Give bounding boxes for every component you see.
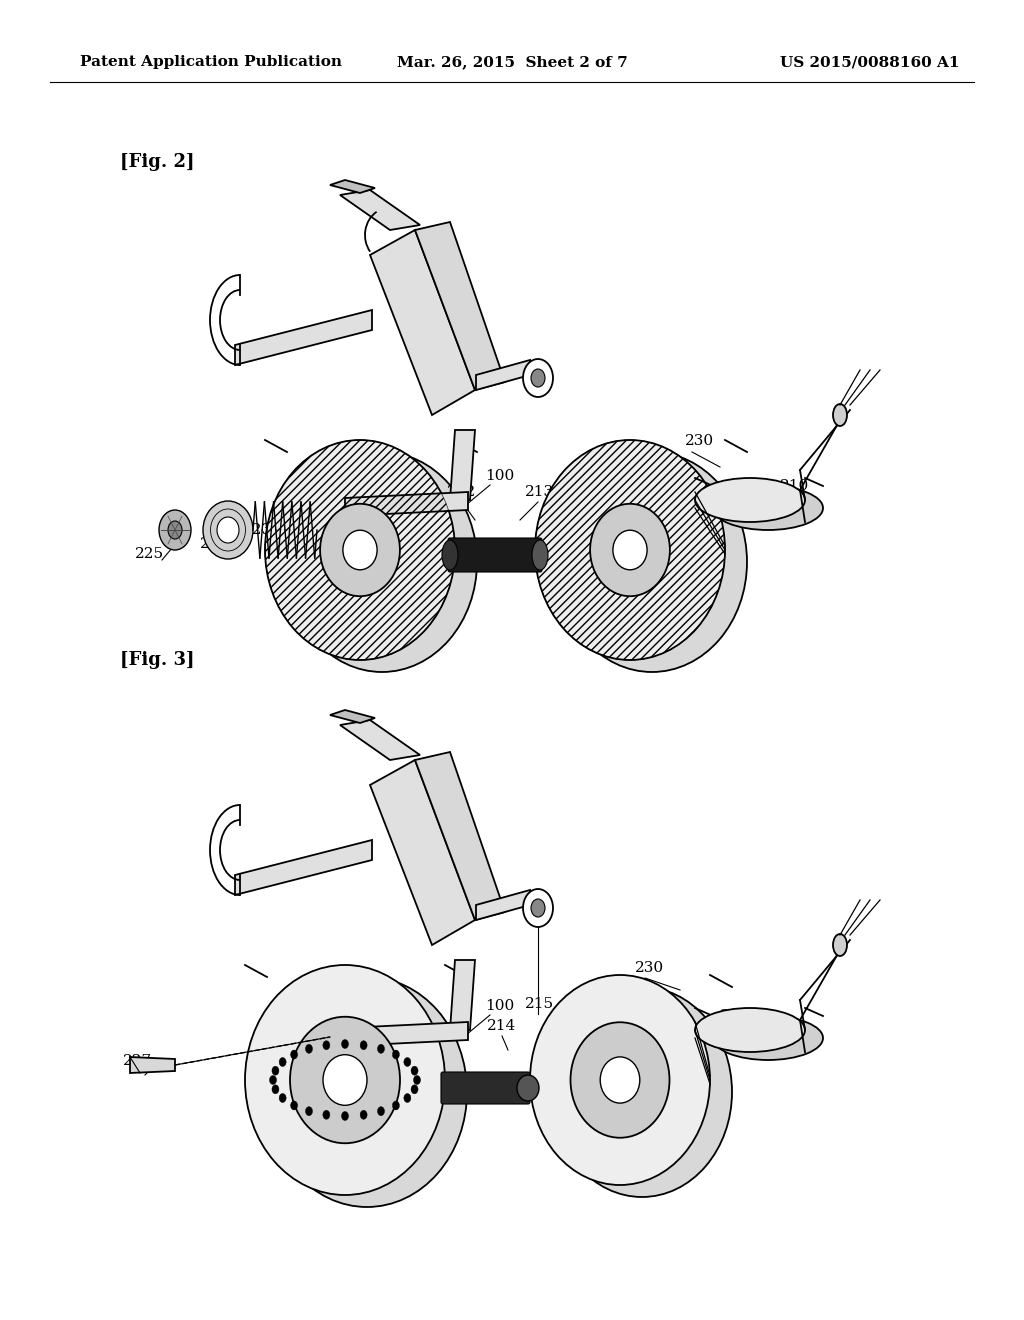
Text: 210: 210 <box>720 1008 750 1023</box>
Ellipse shape <box>442 540 458 570</box>
Ellipse shape <box>341 1040 348 1048</box>
Ellipse shape <box>323 1055 367 1105</box>
Ellipse shape <box>168 521 182 539</box>
Text: 213: 213 <box>525 484 555 499</box>
Ellipse shape <box>531 899 545 917</box>
Ellipse shape <box>392 1049 399 1059</box>
Ellipse shape <box>600 1057 640 1104</box>
Ellipse shape <box>695 478 805 521</box>
Ellipse shape <box>531 370 545 387</box>
Ellipse shape <box>272 1085 279 1094</box>
Ellipse shape <box>535 440 725 660</box>
Ellipse shape <box>343 531 377 570</box>
Text: Patent Application Publication: Patent Application Publication <box>80 55 342 69</box>
Text: 210: 210 <box>780 479 809 492</box>
Ellipse shape <box>272 1067 279 1076</box>
Polygon shape <box>330 180 375 193</box>
Polygon shape <box>234 840 372 895</box>
Polygon shape <box>345 1022 468 1045</box>
Ellipse shape <box>552 987 732 1197</box>
Ellipse shape <box>695 1008 805 1052</box>
Text: 225: 225 <box>135 546 165 561</box>
Text: 230: 230 <box>685 434 715 447</box>
Text: 214: 214 <box>487 1019 517 1034</box>
Ellipse shape <box>245 965 445 1195</box>
Ellipse shape <box>713 486 823 531</box>
Ellipse shape <box>713 1016 823 1060</box>
Ellipse shape <box>287 451 477 672</box>
Ellipse shape <box>833 404 847 426</box>
Ellipse shape <box>280 1057 286 1067</box>
Polygon shape <box>340 719 420 760</box>
Polygon shape <box>370 230 475 414</box>
Ellipse shape <box>323 1110 330 1119</box>
FancyBboxPatch shape <box>441 1072 530 1104</box>
Text: 100: 100 <box>485 999 515 1012</box>
Ellipse shape <box>403 1057 411 1067</box>
Polygon shape <box>340 190 420 230</box>
Polygon shape <box>476 360 530 389</box>
Ellipse shape <box>217 517 239 543</box>
Polygon shape <box>450 430 475 500</box>
Polygon shape <box>415 222 505 389</box>
Ellipse shape <box>305 1106 312 1115</box>
Ellipse shape <box>360 1040 368 1049</box>
Text: 220: 220 <box>321 492 349 507</box>
Ellipse shape <box>570 1022 670 1138</box>
Polygon shape <box>345 492 468 516</box>
Ellipse shape <box>517 1074 539 1101</box>
Ellipse shape <box>378 1044 384 1053</box>
Ellipse shape <box>557 451 746 672</box>
Text: [Fig. 2]: [Fig. 2] <box>120 153 195 172</box>
Text: 226: 226 <box>376 1023 404 1038</box>
Text: Mar. 26, 2015  Sheet 2 of 7: Mar. 26, 2015 Sheet 2 of 7 <box>396 55 628 69</box>
Text: 212: 212 <box>593 484 623 499</box>
Ellipse shape <box>833 935 847 956</box>
Text: US 2015/0088160 A1: US 2015/0088160 A1 <box>780 55 961 69</box>
Ellipse shape <box>280 1093 286 1102</box>
Polygon shape <box>476 890 530 920</box>
Ellipse shape <box>267 977 467 1206</box>
Ellipse shape <box>290 1016 400 1143</box>
FancyBboxPatch shape <box>449 539 542 572</box>
Text: [Fig. 3]: [Fig. 3] <box>120 651 195 669</box>
Ellipse shape <box>269 1076 276 1085</box>
Polygon shape <box>330 710 375 723</box>
Ellipse shape <box>590 504 670 597</box>
Ellipse shape <box>203 502 253 558</box>
Ellipse shape <box>411 1067 418 1076</box>
Ellipse shape <box>321 504 400 597</box>
Ellipse shape <box>613 531 647 570</box>
Polygon shape <box>370 760 475 945</box>
Ellipse shape <box>159 510 191 550</box>
Polygon shape <box>234 310 372 366</box>
Ellipse shape <box>530 975 710 1185</box>
Polygon shape <box>450 960 475 1030</box>
Text: 222: 222 <box>447 484 476 499</box>
Polygon shape <box>130 1057 175 1073</box>
Ellipse shape <box>411 1085 418 1094</box>
Ellipse shape <box>265 440 455 660</box>
Polygon shape <box>415 752 505 920</box>
Ellipse shape <box>532 540 548 570</box>
Text: 100: 100 <box>485 469 515 483</box>
Ellipse shape <box>305 1044 312 1053</box>
Text: 223: 223 <box>244 523 272 537</box>
Ellipse shape <box>392 1101 399 1110</box>
Ellipse shape <box>523 359 553 397</box>
Ellipse shape <box>378 1106 384 1115</box>
Ellipse shape <box>414 1076 421 1085</box>
Text: 224: 224 <box>201 537 229 550</box>
Text: 227: 227 <box>124 1053 153 1068</box>
Text: 220: 220 <box>281 1020 309 1035</box>
Text: 230: 230 <box>636 961 665 975</box>
Ellipse shape <box>403 1093 411 1102</box>
Ellipse shape <box>291 1101 298 1110</box>
Ellipse shape <box>291 1049 298 1059</box>
Ellipse shape <box>360 1110 368 1119</box>
Ellipse shape <box>341 1111 348 1121</box>
Text: 215: 215 <box>525 997 555 1011</box>
Ellipse shape <box>523 888 553 927</box>
Ellipse shape <box>323 1040 330 1049</box>
